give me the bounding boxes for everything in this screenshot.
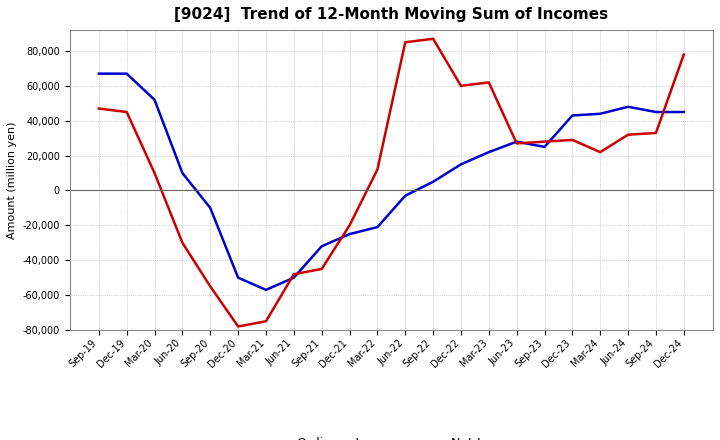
Ordinary Income [596,111,605,117]
Net Income [122,110,131,115]
Net Income [456,83,465,88]
Net Income [178,240,186,246]
Net Income [596,150,605,155]
Ordinary Income [456,161,465,167]
Ordinary Income [485,150,493,155]
Ordinary Income [373,224,382,230]
Net Income [150,170,159,176]
Title: [9024]  Trend of 12-Month Moving Sum of Incomes: [9024] Trend of 12-Month Moving Sum of I… [174,7,608,22]
Net Income [345,223,354,228]
Net Income [680,52,688,57]
Ordinary Income [318,244,326,249]
Ordinary Income [178,170,186,176]
Net Income [94,106,103,111]
Ordinary Income [206,205,215,211]
Net Income [373,167,382,172]
Net Income [624,132,632,137]
Ordinary Income [401,193,410,198]
Ordinary Income [540,144,549,150]
Y-axis label: Amount (million yen): Amount (million yen) [7,121,17,239]
Ordinary Income [150,97,159,103]
Ordinary Income [234,275,243,280]
Net Income [289,271,298,277]
Ordinary Income [261,287,270,293]
Ordinary Income [513,139,521,144]
Net Income [485,80,493,85]
Net Income [234,324,243,329]
Line: Net Income: Net Income [99,39,684,326]
Ordinary Income [429,179,438,184]
Ordinary Income [345,231,354,237]
Ordinary Income [122,71,131,76]
Net Income [513,141,521,146]
Legend: Ordinary Income, Net Income: Ordinary Income, Net Income [254,432,528,440]
Net Income [401,40,410,45]
Net Income [568,137,577,143]
Ordinary Income [680,110,688,115]
Ordinary Income [289,275,298,280]
Ordinary Income [624,104,632,110]
Net Income [261,319,270,324]
Net Income [652,130,660,136]
Net Income [206,284,215,289]
Net Income [318,266,326,271]
Net Income [540,139,549,144]
Ordinary Income [568,113,577,118]
Line: Ordinary Income: Ordinary Income [99,73,684,290]
Ordinary Income [652,110,660,115]
Net Income [429,36,438,41]
Ordinary Income [94,71,103,76]
